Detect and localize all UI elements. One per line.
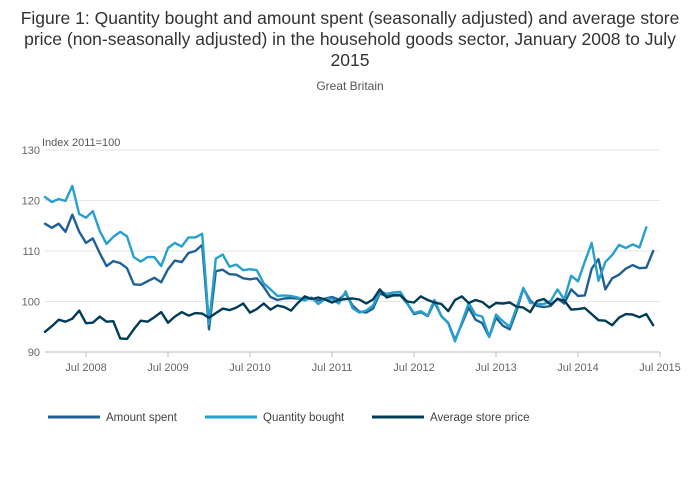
x-tick-label: Jul 2008 <box>65 362 107 374</box>
series-lines <box>43 184 655 343</box>
y-axis-ticks: 90 100 110 120 130 <box>22 145 40 359</box>
legend-label: Amount spent <box>106 412 178 424</box>
chart-subtitle: Great Britain <box>316 79 384 93</box>
y-tick-label: 110 <box>22 246 40 258</box>
legend-label: Quantity bought <box>263 412 345 424</box>
x-tick-label: Jul 2014 <box>557 362 599 374</box>
y-tick-label: 90 <box>28 347 40 359</box>
y-axis-unit-label: Index 2011=100 <box>42 137 120 149</box>
x-tick-label: Jul 2012 <box>393 362 435 374</box>
legend-label: Average store price <box>430 412 530 424</box>
chart-title: Figure 1: Quantity bought and amount spe… <box>20 8 680 70</box>
series-line-amount-spent <box>43 213 655 342</box>
x-tick-label: Jul 2009 <box>147 362 189 374</box>
x-tick-label: Jul 2011 <box>312 362 353 374</box>
x-tick-label: Jul 2013 <box>475 362 517 374</box>
series-line-quantity-bought <box>43 184 648 343</box>
y-tick-label: 100 <box>22 297 40 309</box>
y-tick-label: 130 <box>22 145 40 157</box>
x-tick-label: Jul 2010 <box>229 362 271 374</box>
x-axis-ticks: Jul 2008 Jul 2009 Jul 2010 Jul 2011 Jul 2012… <box>65 352 681 374</box>
legend: Amount spent Quantity bought Average store… <box>48 412 530 424</box>
gridlines <box>45 149 660 353</box>
series-line-average-store-price <box>43 288 655 341</box>
x-tick-label: Jul 2015 <box>639 362 681 374</box>
y-tick-label: 120 <box>22 196 40 208</box>
